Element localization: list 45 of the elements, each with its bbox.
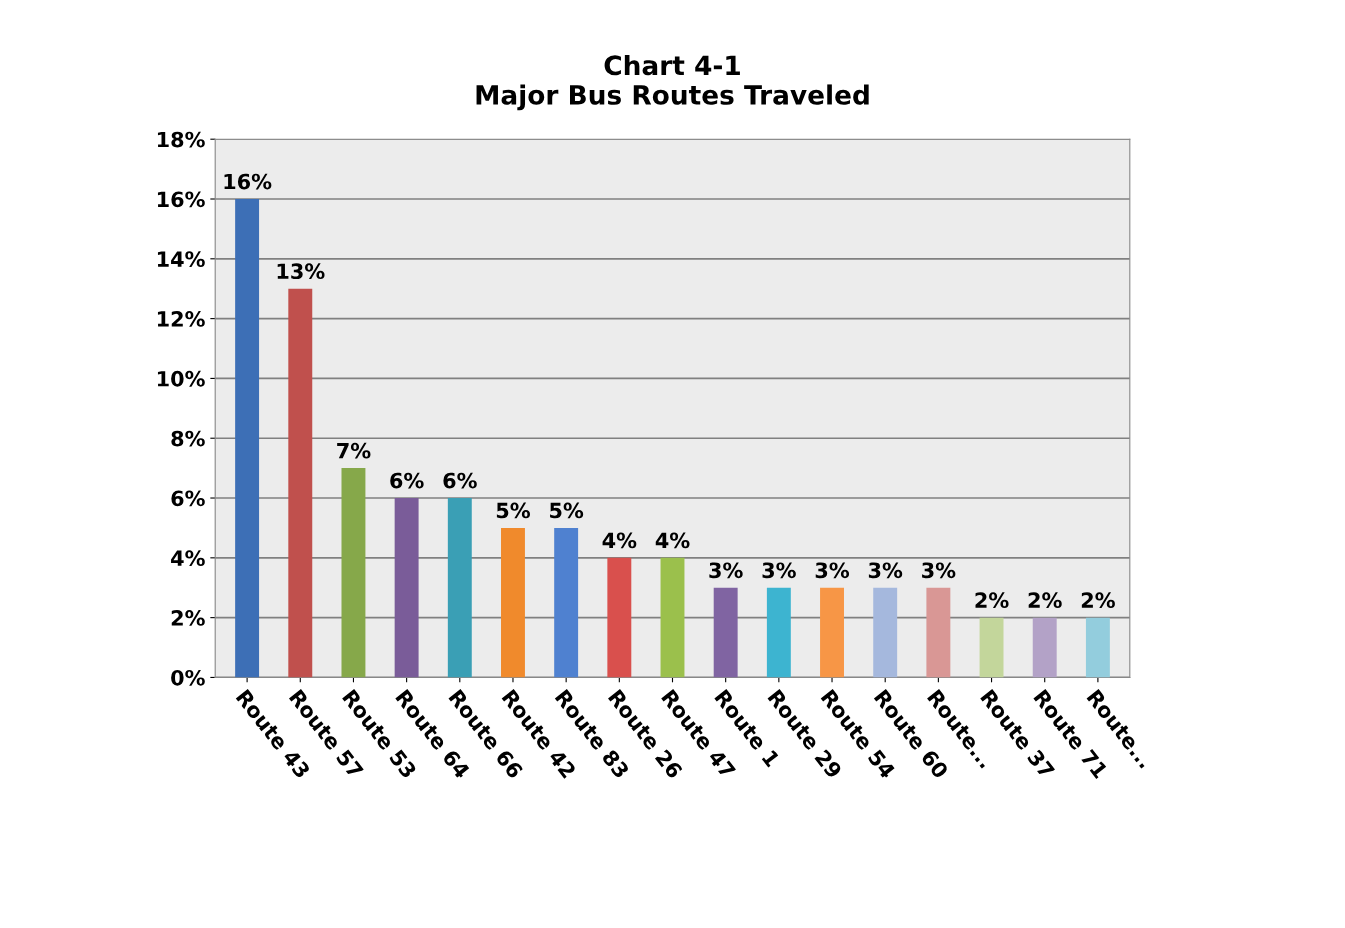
y-tick-label: 14%: [157, 251, 205, 268]
data-label: 7%: [337, 442, 371, 459]
y-tick-label: 10%: [157, 370, 205, 387]
data-label: 3%: [815, 562, 850, 579]
data-label: 3%: [922, 562, 956, 579]
bar: [1032, 617, 1057, 678]
bar: [660, 557, 685, 678]
y-tick-label: 0%: [171, 669, 205, 686]
y-tick-label: 18%: [157, 131, 205, 148]
data-label: 2%: [975, 592, 1009, 609]
y-tick-label: 8%: [171, 430, 205, 447]
y-tick-label: 16%: [157, 191, 205, 208]
data-label: 3%: [762, 562, 796, 579]
data-label: 6%: [443, 472, 477, 489]
data-label: 6%: [390, 472, 424, 489]
y-tick-label: 4%: [171, 550, 205, 567]
data-label: 4%: [602, 532, 637, 549]
bar: [873, 587, 898, 678]
y-tick-label: 6%: [171, 490, 205, 507]
chart-title: Chart 4-1 Major Bus Routes Traveled: [476, 54, 869, 111]
data-label: 5%: [496, 502, 530, 519]
data-label: 16%: [224, 173, 272, 190]
bar: [394, 498, 419, 678]
bar: [926, 587, 951, 678]
bar: [501, 527, 525, 678]
data-label: 2%: [1028, 592, 1062, 609]
data-label: 3%: [868, 562, 903, 579]
bar: [607, 557, 632, 678]
y-tick-label: 2%: [171, 610, 205, 626]
bar: [235, 199, 260, 678]
bar: [554, 527, 579, 678]
data-label: 2%: [1081, 592, 1115, 609]
bar: [979, 617, 1004, 678]
bar: [713, 587, 738, 678]
data-label: 4%: [655, 532, 690, 549]
data-label: 3%: [709, 562, 743, 579]
data-label: 13%: [277, 263, 325, 280]
bar: [1085, 617, 1110, 678]
y-tick-label: 12%: [157, 311, 205, 327]
bar: [341, 468, 366, 678]
bar: [447, 498, 472, 678]
bar: [766, 587, 791, 678]
bar: [288, 288, 313, 678]
bar: [820, 587, 844, 678]
data-label: 5%: [550, 502, 584, 519]
